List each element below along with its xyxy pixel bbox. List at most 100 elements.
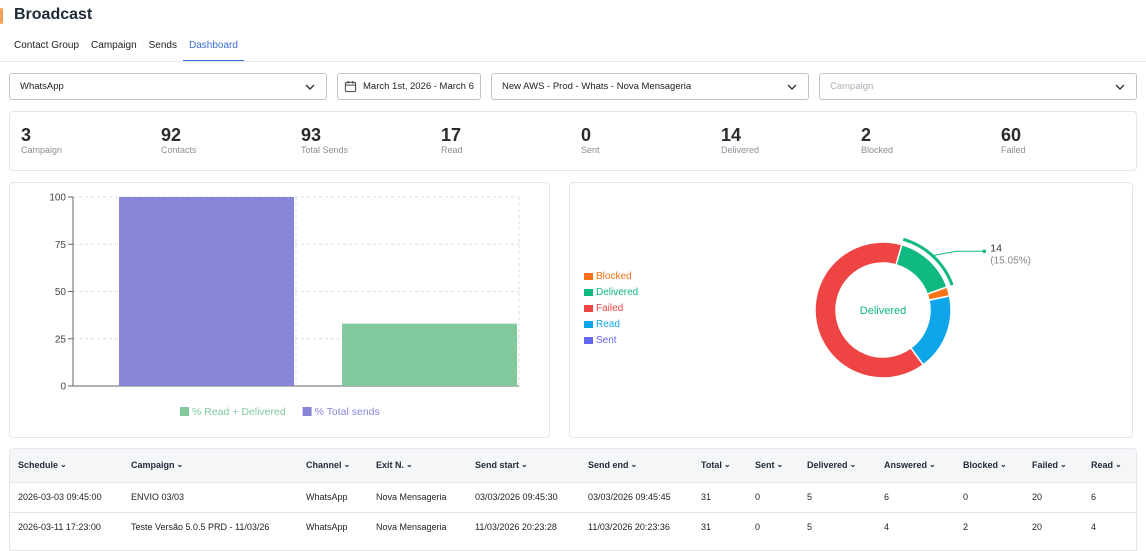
table-cell: 0	[755, 492, 761, 502]
stat-label: Contacts	[161, 145, 197, 155]
column-header-send-start[interactable]: Send start ⌄	[475, 460, 528, 471]
stat-blocked: 2 Blocked	[861, 125, 893, 155]
chevron-down-icon: ⌄	[521, 460, 528, 470]
table-cell: 5	[807, 522, 813, 533]
stat-delivered: 14 Delivered	[721, 125, 759, 155]
chevron-down-icon: ⌄	[776, 460, 784, 470]
table-cell: 03/03/2026 09:45:30	[475, 492, 558, 502]
stat-sent: 0 Sent	[581, 125, 600, 155]
chevron-down-icon: ⌄	[630, 460, 638, 470]
legend-item-sent[interactable]: Sent	[584, 335, 617, 346]
chevron-down-icon: ⌄	[406, 460, 413, 470]
column-header-blocked[interactable]: Blocked ⌄	[963, 460, 1007, 471]
column-header-read[interactable]: Read ⌄	[1091, 460, 1122, 471]
donut-chart: 14(15.05%) Delivered	[814, 237, 1031, 379]
channel-select[interactable]: WhatsApp	[9, 73, 327, 100]
chevron-down-icon	[305, 84, 315, 90]
y-tick-label: 50	[55, 287, 67, 298]
filter-bar: WhatsApp March 1st, 2026 - March 6 New A…	[9, 73, 1137, 100]
legend-item-blocked[interactable]: Blocked	[584, 271, 632, 282]
bar	[342, 323, 517, 386]
column-header-sent[interactable]: Sent ⌄	[755, 460, 784, 471]
donut-chart-card: Blocked Delivered Failed Read Sent 14 (15.05%…	[569, 182, 1133, 438]
stat-value: 92	[161, 125, 182, 145]
legend-label: Sent	[596, 335, 617, 346]
column-header-send-end[interactable]: Send end ⌄	[588, 460, 638, 471]
legend-label: Failed	[596, 303, 624, 314]
app-header: Broadcast Contact Group Campaign Sends D…	[0, 0, 1146, 62]
column-header-failed[interactable]: Failed ⌄	[1032, 460, 1067, 471]
table-cell: 4	[1091, 522, 1097, 533]
donut-active-percent: (15.05%)	[990, 255, 1031, 266]
stat-label: Failed	[1001, 145, 1026, 155]
table-header-row: Schedule ⌄ Campaign ⌄ Channel ⌄ Exit N. ⌄ Se…	[10, 449, 1136, 482]
stat-value: 14	[721, 125, 742, 145]
stat-label: Sent	[581, 145, 600, 155]
channel-select-value: WhatsApp	[20, 81, 64, 92]
chevron-down-icon: ⌄	[723, 460, 731, 470]
tab-campaign[interactable]: Campaign	[91, 40, 137, 51]
donut-slice-delivered	[895, 243, 948, 296]
date-range-picker[interactable]: March 1st, 2026 - March 6	[337, 73, 481, 100]
stat-value: 93	[301, 125, 322, 145]
bar	[119, 197, 294, 386]
legend-swatch	[584, 305, 593, 312]
chevron-down-icon	[1115, 84, 1125, 90]
column-header-delivered[interactable]: Delivered ⌄	[807, 460, 857, 471]
table-cell: 6	[884, 492, 890, 502]
table-cell: 5	[807, 492, 813, 502]
table-cell: 2	[963, 522, 969, 533]
table-cell: Nova Mensageria	[376, 522, 447, 533]
legend-label: Read	[596, 319, 620, 330]
tab-dashboard[interactable]: Dashboard	[183, 34, 244, 61]
chevron-down-icon: ⌄	[849, 460, 857, 470]
stat-label: Read	[441, 145, 463, 155]
legend-swatch	[584, 273, 593, 280]
table-cell: WhatsApp	[306, 522, 348, 533]
campaign-select[interactable]: Campaign	[819, 73, 1137, 100]
column-header-channel[interactable]: Channel ⌄	[306, 460, 351, 471]
stat-failed: 60 Failed	[1001, 125, 1026, 155]
table-row[interactable]: 2026-03-11 17:23:00 Teste Versão 5.0.5 P…	[10, 512, 1136, 542]
campaign-table: Schedule ⌄ Campaign ⌄ Channel ⌄ Exit N. ⌄ Se…	[9, 448, 1137, 551]
legend-label: Blocked	[596, 271, 632, 282]
chevron-down-icon: ⌄	[176, 460, 184, 470]
table-cell: Teste Versão 5.0.5 PRD - 11/03/26	[131, 522, 270, 533]
column-header-campaign[interactable]: Campaign ⌄	[131, 460, 184, 471]
legend-item-delivered[interactable]: Delivered	[584, 287, 638, 298]
table-row[interactable]: 2026-03-03 09:45:00 ENVIO 03/03 WhatsApp…	[10, 482, 1136, 512]
table-cell: 31	[701, 492, 712, 502]
stat-value: 0	[581, 125, 592, 145]
stat-value: 60	[1001, 125, 1022, 145]
tab-contact-group[interactable]: Contact Group	[14, 40, 80, 51]
column-header-answered[interactable]: Answered ⌄	[884, 460, 936, 471]
stat-value: 2	[861, 125, 872, 145]
column-header-total[interactable]: Total ⌄	[701, 460, 731, 471]
stat-value: 17	[441, 125, 462, 145]
y-tick-label: 75	[55, 240, 67, 251]
bar-chart: 0 25 50 75 100 % Read + Delivered % Total send…	[49, 193, 520, 418]
legend-item-read[interactable]: Read	[584, 319, 620, 330]
stat-label: Campaign	[21, 145, 63, 155]
tab-sends[interactable]: Sends	[148, 40, 177, 51]
legend-label: % Read + Delivered	[192, 406, 286, 418]
stat-value: 3	[21, 125, 32, 145]
donut-center-label: Delivered	[860, 305, 906, 317]
chevron-down-icon: ⌄	[1115, 460, 1122, 470]
stat-total-sends: 93 Total Sends	[301, 125, 348, 155]
legend-swatch	[584, 321, 593, 328]
table-cell: ENVIO 03/03	[131, 492, 185, 502]
account-select[interactable]: New AWS - Prod - Whats - Nova Mensageria	[491, 73, 809, 100]
column-header-exit[interactable]: Exit N. ⌄	[376, 460, 413, 471]
legend-item-failed[interactable]: Failed	[584, 303, 623, 314]
stat-label: Delivered	[721, 145, 760, 155]
table-cell: 11/03/2026 20:23:36	[588, 522, 670, 533]
stat-label: Blocked	[861, 145, 894, 155]
page-title: Broadcast	[14, 6, 93, 23]
column-header-schedule[interactable]: Schedule ⌄	[18, 460, 67, 471]
chevron-down-icon	[787, 84, 797, 90]
legend-swatch	[584, 337, 593, 344]
leader-dot	[982, 249, 987, 254]
stat-campaign: 3 Campaign	[21, 125, 62, 155]
y-tick-label: 100	[49, 193, 66, 204]
